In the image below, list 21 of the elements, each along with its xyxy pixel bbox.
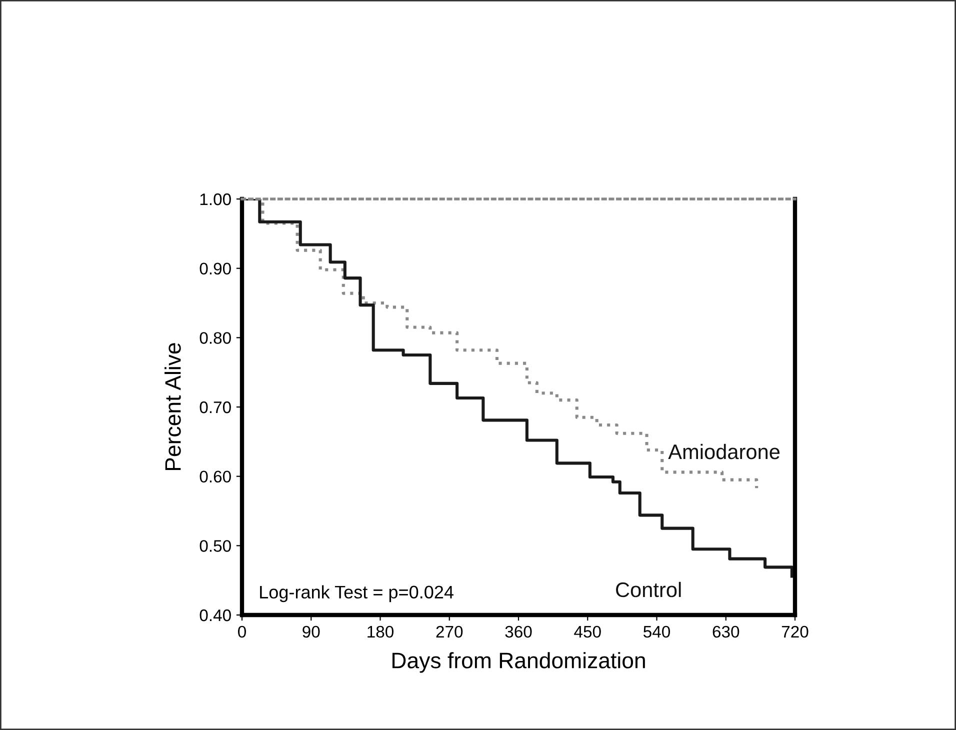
x-tick-label: 450 (574, 626, 601, 638)
y-tick-label: 0.50 (200, 540, 231, 552)
y-tick-label: 1.00 (200, 193, 231, 206)
x-axis-title: Days from Randomization (392, 652, 645, 673)
series-label: Control (616, 582, 681, 598)
x-tick-label: 0 (238, 626, 246, 638)
y-tick-label: 0.80 (200, 332, 231, 344)
x-tick-label: 270 (436, 626, 463, 638)
x-tick-label: 720 (782, 626, 808, 638)
x-tick-label: 180 (368, 626, 394, 638)
series-label: Amiodarone (668, 444, 780, 460)
x-tick-label: 360 (505, 626, 532, 638)
annotation: Log-rank Test = p=0.024 (260, 585, 454, 602)
y-tick-label: 0.70 (200, 401, 231, 414)
y-tick-label: 0.60 (200, 470, 231, 483)
y-axis-title: Percent Alive (164, 343, 181, 470)
x-tick-label: 630 (712, 626, 740, 638)
y-tick-label: 0.40 (200, 609, 231, 622)
y-tick-label: 0.90 (200, 262, 231, 275)
x-tick-label: 540 (644, 626, 670, 638)
x-tick-label: 90 (302, 626, 320, 638)
